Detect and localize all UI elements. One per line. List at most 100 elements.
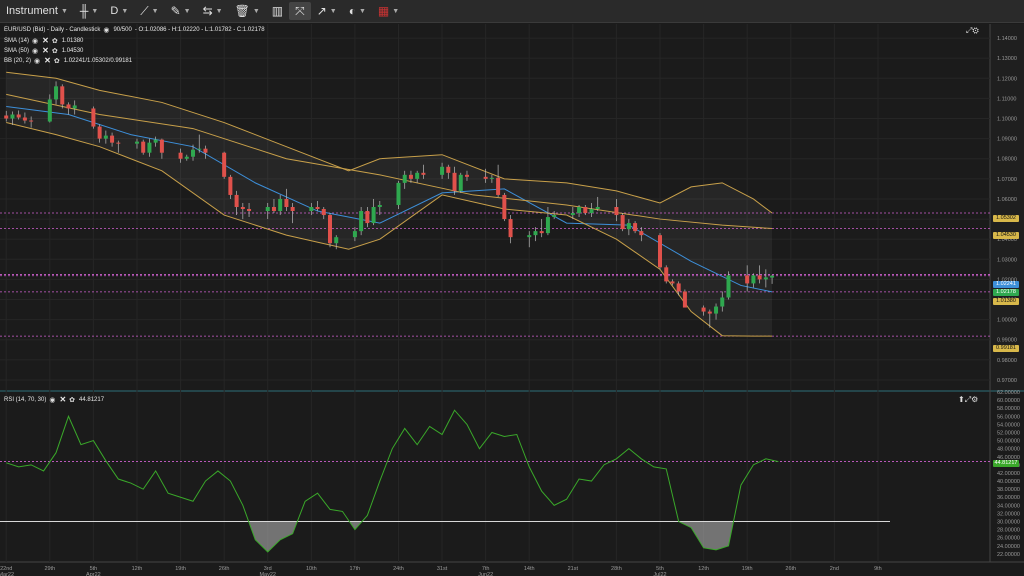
bb-upper-line [6, 71, 773, 214]
candle-body [664, 267, 669, 282]
gear-icon[interactable]: ✿ [51, 37, 59, 45]
candle-body [633, 223, 638, 232]
pen-tools-menu[interactable]: ✎ ▼ [165, 0, 197, 22]
close-icon[interactable]: ✕ [59, 395, 67, 404]
sma50-legend: SMA (50) ◉ ✕ ✿ 1.04530 [4, 46, 83, 55]
time-tick-label: 26th [219, 566, 230, 572]
candle-body [365, 211, 370, 224]
candle-body [110, 135, 115, 143]
sma14-value: 1.01380 [61, 37, 84, 44]
indicators-menu[interactable]: ⇆ ▼ [197, 0, 229, 22]
rsi-tick-label: 62.00000 [997, 390, 1020, 396]
candle-body [707, 311, 712, 314]
theme-menu[interactable]: ◐ ▼ [343, 0, 372, 22]
rsi-tick-label: 60.00000 [997, 398, 1020, 404]
sma14-legend: SMA (14) ◉ ✕ ✿ 1.01380 [4, 36, 83, 45]
maximize-icon[interactable]: ⤢⚙ [966, 26, 979, 35]
price-tick-label: 1.08000 [997, 157, 1017, 163]
rsi-tick-label: 56.00000 [997, 414, 1020, 420]
close-icon[interactable]: ✕ [42, 46, 49, 55]
candle-body [658, 235, 662, 268]
candle-body [203, 148, 208, 153]
candle-body [321, 209, 326, 216]
candle-body [682, 291, 687, 308]
language-menu[interactable]: ▦ ▼ [372, 0, 405, 22]
candle-body [502, 194, 507, 220]
legend-bars: 90/500 [113, 27, 132, 33]
close-icon[interactable]: ✕ [42, 36, 49, 45]
candle-body [54, 86, 59, 100]
candle-body [234, 194, 239, 207]
eye-icon[interactable]: ◉ [103, 27, 111, 34]
candle-body [29, 120, 34, 122]
price-tick-label: 1.04000 [997, 237, 1017, 243]
candle-body [496, 177, 501, 195]
gear-icon[interactable]: ✿ [53, 57, 61, 65]
candle-body [570, 213, 575, 216]
eye-icon[interactable]: ◉ [32, 47, 40, 55]
chevron-down-icon: ▼ [151, 7, 159, 15]
time-tick-label: 21st [568, 566, 579, 572]
price-tick-label: 0.97000 [997, 378, 1017, 384]
chevron-down-icon: ▼ [121, 7, 129, 15]
candle-body [72, 105, 77, 109]
candle-body [626, 223, 631, 230]
close-icon[interactable]: ✕ [44, 56, 51, 65]
sma50-label: SMA (50) [4, 47, 30, 54]
eye-icon[interactable]: ◉ [32, 37, 40, 45]
flag-uk-icon: ▦ [377, 4, 390, 18]
candle-body [197, 148, 202, 150]
timeframe-menu[interactable]: D ▼ [104, 0, 134, 22]
delete-menu[interactable]: 🗑 ▼ [229, 0, 266, 22]
candle-body [278, 198, 283, 212]
price-label-sma14: 1.01380 [993, 298, 1019, 305]
candle-body [763, 277, 768, 280]
time-tick-label: 17th [350, 566, 361, 572]
candle-body [103, 135, 108, 139]
rsi-value: 44.81217 [79, 396, 105, 403]
rsi-tick-label: 22.00000 [997, 552, 1020, 558]
candle-body [153, 139, 158, 143]
instrument-menu[interactable]: Instrument ▼ [0, 0, 74, 22]
eye-icon[interactable]: ◉ [34, 57, 42, 65]
bb-label: BB (20, 2) [4, 57, 32, 64]
rsi-legend: RSI (14, 70, 30) ◉ ✕ ✿ 44.81217 [4, 395, 104, 404]
layout-button[interactable]: ▥ [266, 0, 289, 22]
candle-body [352, 231, 357, 238]
rsi-oversold-fill [678, 521, 734, 550]
candle-body [159, 139, 164, 153]
chevron-down-icon: ▼ [183, 7, 191, 15]
drawing-tools-menu[interactable]: ⟋ ▼ [134, 0, 164, 22]
price-label-bb-upper: 1.02241 [993, 281, 1019, 288]
candle-body [191, 149, 196, 157]
chart-type-menu[interactable]: ╫ ▼ [74, 0, 104, 22]
pencil-icon: ✎ [170, 4, 181, 18]
rsi-tick-label: 34.00000 [997, 503, 1020, 509]
rsi-tick-label: 32.00000 [997, 511, 1020, 517]
candle-body [334, 237, 339, 244]
price-label-sma50: 1.04530 [993, 232, 1019, 239]
time-tick-label: 5th [656, 566, 664, 572]
rsi-tick-label: 42.00000 [997, 471, 1020, 477]
candle-body [184, 156, 189, 159]
candle-body [271, 207, 276, 212]
eye-icon[interactable]: ◉ [49, 396, 57, 404]
price-tick-label: 1.12000 [997, 76, 1017, 82]
candle-body [583, 207, 588, 214]
price-tick-label: 1.00000 [997, 318, 1017, 324]
candle-body [620, 215, 625, 230]
chevron-down-icon: ▼ [60, 7, 68, 15]
candle-body [421, 172, 426, 175]
candle-body [720, 297, 725, 307]
candlestick-icon: ╫ [79, 4, 89, 18]
candle-body [16, 114, 21, 118]
rsi-pane-controls-icon[interactable]: ⬆⤢⚙ [958, 395, 979, 404]
candle-body [359, 211, 364, 232]
gear-icon[interactable]: ✿ [51, 47, 59, 55]
gear-icon[interactable]: ✿ [69, 396, 77, 404]
share-menu[interactable]: ↗ ▼ [311, 0, 343, 22]
candle-body [309, 207, 314, 212]
fullscreen-button[interactable]: ⤧ [289, 2, 311, 20]
candle-body [315, 207, 320, 210]
candle-body [452, 172, 457, 191]
